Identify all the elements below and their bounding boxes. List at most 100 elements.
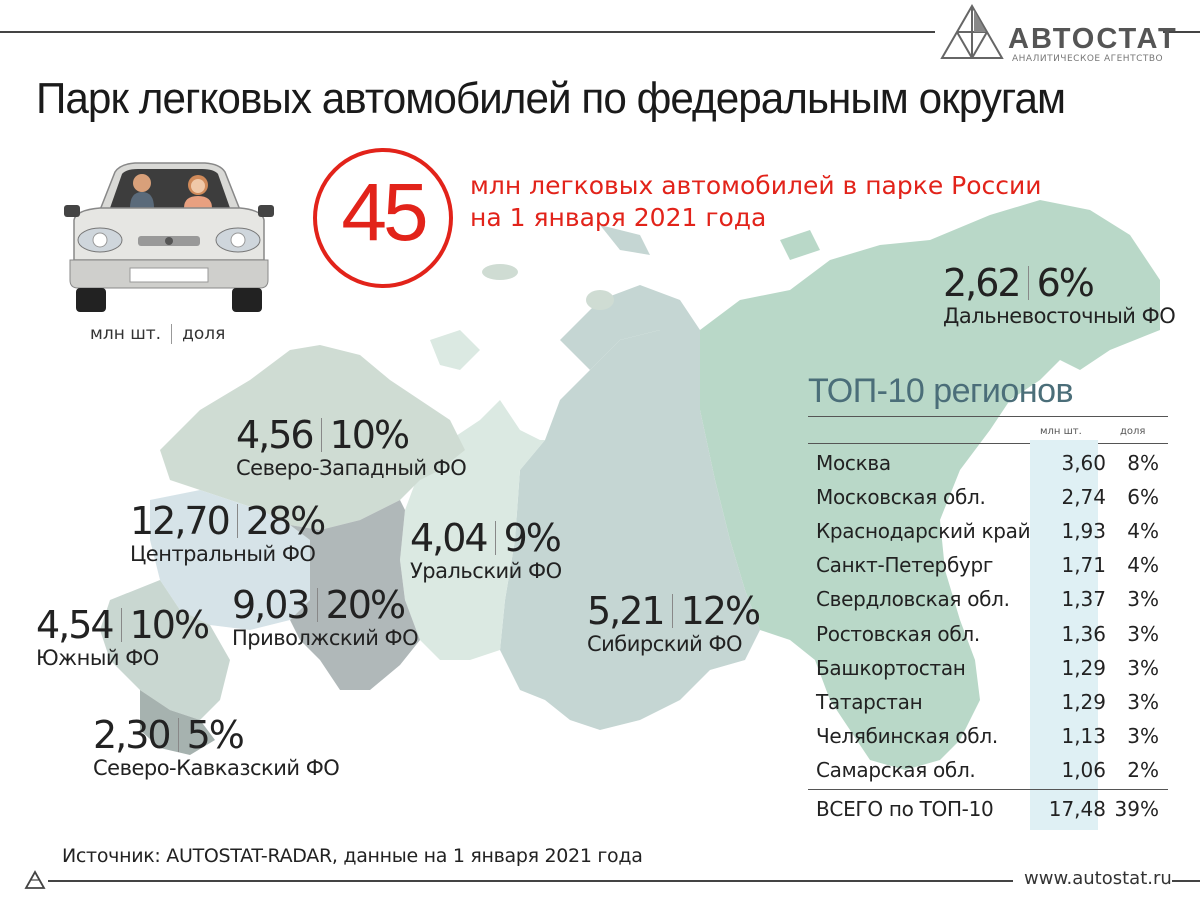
region-name: Самарская обл. [816, 757, 976, 782]
table-row: Челябинская обл. 1,13 3% [816, 720, 1161, 754]
logo-subtitle: АНАЛИТИЧЕСКОЕ АГЕНТСТВО [1012, 54, 1164, 64]
region-name: Челябинская обл. [816, 723, 998, 748]
map-region-siberia [500, 330, 760, 730]
region-share: 8% [1127, 451, 1159, 475]
region-share: 6% [1127, 485, 1159, 510]
top10-title-rule [808, 416, 1168, 417]
district-share: 10% [129, 603, 210, 647]
top10-title: ТОП-10 регионов [808, 372, 1074, 410]
district-name: Центральный ФО [130, 542, 316, 566]
district-south: 4,54 10% Южный ФО [36, 603, 210, 670]
table-row: Башкортостан 1,29 3% [816, 652, 1161, 686]
total-value: 45 [341, 167, 428, 258]
district-central: 12,70 28% Центральный ФО [130, 499, 326, 566]
district-share: 10% [329, 413, 410, 457]
region-value: 1,71 [1061, 553, 1106, 578]
district-value: 4,04 [410, 516, 489, 560]
site-url[interactable]: www.autostat.ru [1024, 868, 1172, 889]
district-value: 2,62 [943, 261, 1022, 305]
district-value: 5,21 [587, 589, 666, 633]
region-name: Свердловская обл. [816, 587, 1010, 612]
district-share: 6% [1036, 261, 1095, 305]
region-value: 1,13 [1061, 723, 1106, 748]
table-row: Свердловская обл. 1,37 3% [816, 583, 1161, 617]
district-volga: 9,03 20% Приволжский ФО [232, 583, 419, 650]
region-share: 3% [1127, 621, 1159, 646]
district-name: Дальневосточный ФО [943, 304, 1176, 328]
top10-total-value: 17,48 [1048, 797, 1106, 821]
region-name: Москва [816, 451, 891, 475]
autostat-small-logo-icon [24, 870, 46, 889]
district-name: Сибирский ФО [587, 632, 743, 656]
region-share: 3% [1127, 723, 1159, 748]
region-share: 4% [1127, 553, 1159, 578]
district-name: Южный ФО [36, 646, 159, 670]
region-name: Ростовская обл. [816, 621, 980, 646]
district-value: 12,70 [130, 499, 231, 543]
region-name: Санкт-Петербург [816, 553, 994, 578]
page-title: Парк легковых автомобилей по федеральным… [36, 74, 1066, 123]
region-value: 1,36 [1061, 621, 1106, 646]
table-row: Московская обл. 2,74 6% [816, 481, 1161, 515]
district-share: 5% [186, 713, 245, 757]
district-name: Северо-Кавказский ФО [93, 756, 340, 780]
region-share: 2% [1127, 757, 1159, 782]
district-name: Уральский ФО [410, 559, 562, 583]
logo-name: АВТОСТАТ [1008, 23, 1178, 55]
district-far-east: 2,62 6% Дальневосточный ФО [943, 261, 1176, 328]
bottom-rule [48, 880, 1013, 882]
district-name: Приволжский ФО [232, 626, 419, 650]
district-share: 28% [245, 499, 326, 543]
map-region-north-caucasus [140, 690, 215, 755]
table-row: Санкт-Петербург 1,71 4% [816, 549, 1161, 583]
total-caption: млн легковых автомобилей в парке России … [470, 171, 1042, 232]
legend-units: млн шт. [90, 324, 162, 344]
region-share: 3% [1127, 655, 1159, 680]
region-value: 1,29 [1061, 689, 1106, 714]
map-region-volga [290, 500, 420, 690]
district-northwest: 4,56 10% Северо-Западный ФО [236, 413, 467, 480]
region-name: Московская обл. [816, 485, 986, 510]
map-region-south [100, 580, 230, 720]
top-rule-right [1163, 31, 1200, 33]
region-value: 1,29 [1061, 655, 1106, 680]
district-share: 9% [503, 516, 562, 560]
region-value: 1,37 [1061, 587, 1106, 612]
district-value: 4,54 [36, 603, 115, 647]
region-value: 1,93 [1061, 519, 1106, 544]
top10-header-rule [808, 443, 1168, 444]
region-share: 4% [1127, 519, 1159, 544]
top10-total-row: ВСЕГО по ТОП-10 17,48 39% [816, 793, 1161, 827]
region-value: 3,60 [1061, 451, 1106, 475]
map-region-far-east [700, 200, 1160, 770]
table-row: Москва 3,60 8% [816, 447, 1161, 481]
district-name: Северо-Западный ФО [236, 456, 467, 480]
region-name: Башкортостан [816, 655, 966, 680]
source-note: Источник: AUTOSTAT-RADAR, данные на 1 ян… [62, 845, 643, 867]
top10-total-share: 39% [1114, 797, 1159, 821]
top10-value-column-highlight [1030, 440, 1098, 830]
table-row: Самарская обл. 1,06 2% [816, 754, 1161, 788]
district-value: 9,03 [232, 583, 311, 627]
district-north-caucasus: 2,30 5% Северо-Кавказский ФО [93, 713, 340, 780]
district-siberia: 5,21 12% Сибирский ФО [587, 589, 761, 656]
region-share: 3% [1127, 587, 1159, 612]
region-name: Краснодарский край [816, 519, 1031, 544]
car-illustration [64, 162, 274, 312]
bottom-rule-right [1172, 880, 1200, 882]
district-share: 12% [680, 589, 761, 633]
region-value: 2,74 [1061, 485, 1106, 510]
district-urals: 4,04 9% Уральский ФО [410, 517, 562, 583]
table-row: Краснодарский край 1,93 4% [816, 515, 1161, 549]
region-value: 1,06 [1061, 757, 1106, 782]
map-region-central [150, 490, 310, 630]
map-region-northwest [160, 345, 465, 530]
top10-total-name: ВСЕГО по ТОП-10 [816, 797, 994, 821]
district-value: 4,56 [236, 413, 315, 457]
region-share: 3% [1127, 689, 1159, 714]
top-rule [0, 31, 935, 33]
table-row: Татарстан 1,29 3% [816, 686, 1161, 720]
top10-total-rule [808, 789, 1168, 790]
legend-share: доля [182, 324, 226, 344]
